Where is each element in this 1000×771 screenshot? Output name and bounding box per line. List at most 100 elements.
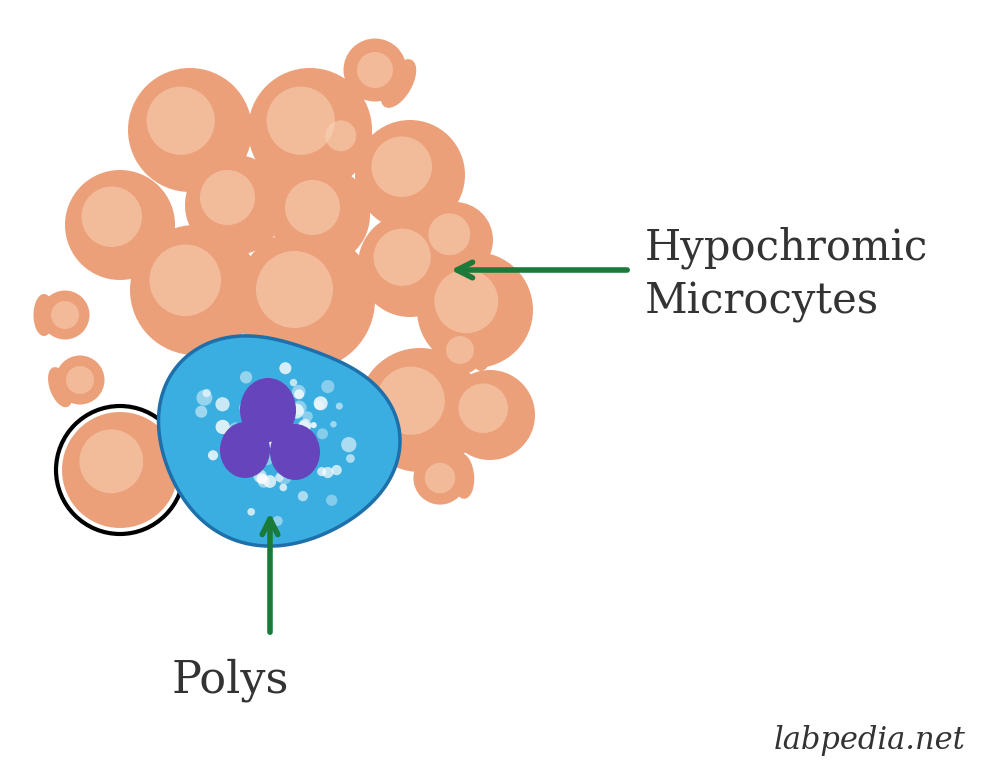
Text: Polys: Polys <box>171 658 289 702</box>
Circle shape <box>314 396 328 410</box>
Ellipse shape <box>240 378 296 442</box>
Circle shape <box>413 451 467 504</box>
Circle shape <box>253 470 267 483</box>
Circle shape <box>317 428 328 439</box>
Circle shape <box>307 436 318 447</box>
Circle shape <box>260 422 276 438</box>
Circle shape <box>317 112 373 168</box>
Circle shape <box>458 383 508 433</box>
Circle shape <box>128 68 252 192</box>
Circle shape <box>355 120 465 230</box>
Circle shape <box>260 436 269 443</box>
Circle shape <box>258 476 270 488</box>
Circle shape <box>358 348 482 472</box>
Circle shape <box>314 401 324 410</box>
Circle shape <box>239 443 251 455</box>
Circle shape <box>341 437 356 453</box>
Circle shape <box>325 120 356 151</box>
Circle shape <box>292 401 307 415</box>
Circle shape <box>326 495 337 506</box>
Circle shape <box>56 355 104 405</box>
Circle shape <box>66 366 94 394</box>
Circle shape <box>277 422 290 435</box>
Circle shape <box>256 473 268 484</box>
Text: Microcytes: Microcytes <box>645 281 879 323</box>
Circle shape <box>283 448 296 460</box>
Circle shape <box>331 465 342 475</box>
Circle shape <box>271 433 287 449</box>
Circle shape <box>130 225 260 355</box>
Circle shape <box>292 385 306 399</box>
Circle shape <box>357 52 393 88</box>
Circle shape <box>297 446 311 460</box>
Circle shape <box>259 402 266 410</box>
Circle shape <box>302 411 313 422</box>
Circle shape <box>272 408 284 419</box>
Circle shape <box>445 370 535 460</box>
Circle shape <box>295 439 303 448</box>
Circle shape <box>271 421 285 436</box>
Circle shape <box>434 269 498 333</box>
Circle shape <box>215 397 230 412</box>
Circle shape <box>247 508 255 516</box>
Circle shape <box>271 433 284 445</box>
Circle shape <box>311 422 317 428</box>
PathPatch shape <box>158 336 400 546</box>
Circle shape <box>240 371 252 383</box>
Circle shape <box>297 421 311 434</box>
Circle shape <box>256 251 333 328</box>
Ellipse shape <box>48 367 72 407</box>
Circle shape <box>196 389 212 406</box>
Circle shape <box>277 470 292 484</box>
Circle shape <box>285 426 295 436</box>
Ellipse shape <box>471 329 492 371</box>
Circle shape <box>289 404 304 419</box>
Circle shape <box>279 441 287 449</box>
Circle shape <box>65 170 175 280</box>
Circle shape <box>241 464 250 473</box>
Circle shape <box>374 228 431 286</box>
Circle shape <box>330 421 337 427</box>
Circle shape <box>271 432 283 443</box>
Circle shape <box>428 214 470 255</box>
Circle shape <box>268 428 282 442</box>
Circle shape <box>247 463 255 471</box>
Circle shape <box>417 202 493 278</box>
Circle shape <box>185 155 285 255</box>
Circle shape <box>244 427 251 433</box>
Circle shape <box>203 389 211 397</box>
Circle shape <box>295 433 303 440</box>
Circle shape <box>285 180 340 235</box>
Circle shape <box>258 433 264 439</box>
Circle shape <box>282 436 289 443</box>
Circle shape <box>263 475 276 488</box>
Circle shape <box>228 423 243 437</box>
Circle shape <box>235 230 375 370</box>
Circle shape <box>288 465 299 475</box>
Circle shape <box>248 419 261 432</box>
Circle shape <box>279 429 291 439</box>
Circle shape <box>294 389 304 399</box>
Circle shape <box>245 455 260 470</box>
Circle shape <box>200 170 255 225</box>
Circle shape <box>150 244 221 316</box>
Circle shape <box>225 460 231 466</box>
Circle shape <box>372 136 432 197</box>
Ellipse shape <box>220 422 270 478</box>
Ellipse shape <box>270 424 320 480</box>
Ellipse shape <box>34 294 54 336</box>
Circle shape <box>40 291 90 339</box>
Circle shape <box>250 422 265 437</box>
Circle shape <box>290 457 300 466</box>
Circle shape <box>317 467 326 476</box>
Circle shape <box>147 86 215 155</box>
Circle shape <box>208 450 218 460</box>
Circle shape <box>51 301 79 329</box>
Circle shape <box>298 491 308 501</box>
Circle shape <box>346 454 355 463</box>
Circle shape <box>377 366 445 435</box>
Circle shape <box>216 419 230 434</box>
Circle shape <box>195 406 207 418</box>
Circle shape <box>62 412 178 528</box>
Text: labpedia.net: labpedia.net <box>774 725 966 756</box>
